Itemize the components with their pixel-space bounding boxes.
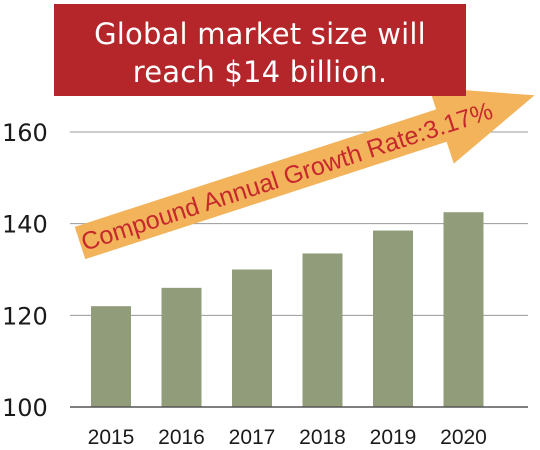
y-tick-label: 120 — [2, 302, 48, 330]
bars — [91, 212, 484, 407]
y-axis-tick-labels: 100 120 140 160 — [2, 119, 48, 422]
bar-2015 — [91, 306, 131, 407]
headline-banner: Global market size will reach $14 billio… — [54, 4, 466, 96]
y-tick-label: 160 — [2, 119, 48, 147]
bar-2016 — [161, 287, 202, 407]
y-tick-label: 140 — [2, 211, 48, 239]
x-tick-label: 2019 — [370, 426, 417, 449]
x-axis-tick-labels: 2015 2016 2017 2018 2019 2020 — [88, 426, 487, 449]
x-tick-label: 2016 — [158, 426, 205, 449]
x-tick-label: 2020 — [440, 426, 487, 449]
bar-2018 — [302, 253, 343, 407]
x-tick-label: 2018 — [299, 426, 346, 449]
headline-line-2: reach $14 billion. — [132, 55, 388, 89]
bar-2019 — [373, 230, 413, 407]
headline-line-1: Global market size will — [94, 17, 426, 51]
arrow-shape — [74, 87, 535, 260]
x-tick-label: 2015 — [88, 426, 135, 449]
bar-2020 — [443, 212, 484, 407]
bar-2017 — [232, 269, 272, 407]
x-tick-label: 2017 — [229, 426, 276, 449]
y-tick-label: 100 — [2, 394, 48, 422]
cagr-label: Compound Annual Growth Rate:3.17% — [78, 97, 496, 257]
